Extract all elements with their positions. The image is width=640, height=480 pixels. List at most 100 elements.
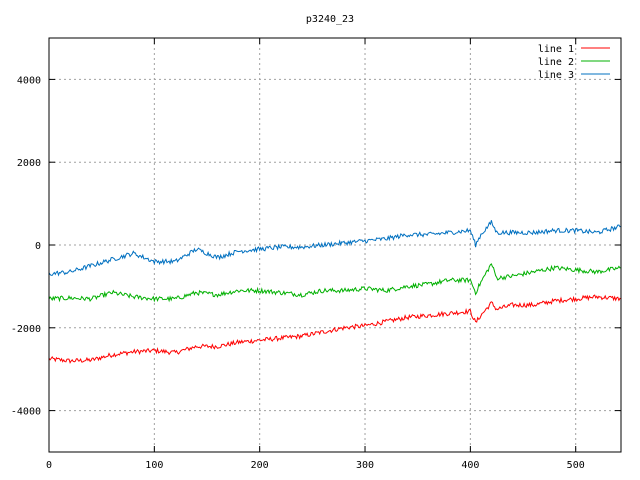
series-1-point [91,359,92,360]
series-2-point [364,288,365,289]
series-3-point [112,259,113,260]
series-2-point [428,284,429,285]
x-tick-label: 500 [567,460,585,471]
series-3-point [428,234,429,235]
series-3-point [449,232,450,233]
series-2-point [407,286,408,287]
series-3-point [364,240,365,241]
series-3-point [154,261,155,262]
series-2-point [475,292,476,293]
series-1-point [238,342,239,343]
series-2-point [596,271,597,272]
series-3-point [301,246,302,247]
series-2-point [385,290,386,291]
series-3-point [133,253,134,254]
series-1-point [449,313,450,314]
series-3-point [343,242,344,243]
series-1-point [496,309,497,310]
series-3-point [475,244,476,245]
series-3-point [512,232,513,233]
series-1-point [175,352,176,353]
series-2-point [491,263,492,264]
series-2-point [238,290,239,291]
series-1-point [301,335,302,336]
series-1-point [259,340,260,341]
series-3-point [480,234,481,235]
series-3-point [575,230,576,231]
series-1-point [512,304,513,305]
series-2-point [343,290,344,291]
series-1-point [196,346,197,347]
y-tick-label: 0 [35,241,41,252]
series-2-point [575,269,576,270]
series-3-point [91,265,92,266]
series-2-point [112,292,113,293]
series-1-point [154,350,155,351]
series-2-point [69,297,70,298]
series-1-point [343,327,344,328]
y-tick-label: 4000 [17,75,41,86]
series-1-point [217,346,218,347]
series-1-point [407,317,408,318]
series-2-point [470,280,471,281]
x-tick-label: 0 [46,460,52,471]
y-tick-label: -2000 [11,324,41,335]
series-line-2 [48,263,622,303]
series-2-point [449,280,450,281]
series-3-point [385,238,386,239]
series-1-point [470,311,471,312]
series-1-point [480,315,481,316]
series-2-point [533,271,534,272]
series-1-point [596,296,597,297]
legend: line 1 line 2 line 3 [538,44,610,81]
series-1-point [280,338,281,339]
series-2-point [133,296,134,297]
legend-label: line 1 [538,44,574,55]
series-line-1 [48,294,622,364]
series-3-point [69,271,70,272]
series-3-point [596,232,597,233]
series-3-point [533,232,534,233]
series-2-point [280,292,281,293]
series-3-point [217,257,218,258]
series-2-point [496,278,497,279]
series-2-point [480,282,481,283]
series-3-point [554,230,555,231]
y-tick-label: 2000 [17,158,41,169]
series-1-point [533,304,534,305]
series-2-point [301,294,302,295]
series-3-point [196,249,197,250]
grid [49,38,621,452]
series-1-point [475,322,476,323]
series-1-point [428,315,429,316]
chart-title: p3240_23 [306,14,354,25]
series-2-point [217,294,218,295]
series-3-point [496,232,497,233]
series-2-point [154,298,155,299]
series-3-point [470,230,471,231]
y-tick-label: -4000 [11,407,41,418]
series-1-point [133,351,134,352]
series-3-point [491,222,492,223]
x-tick-label: 100 [145,460,163,471]
series-2-point [91,298,92,299]
series-1-point [554,300,555,301]
series-2-point [554,267,555,268]
series-1-point [322,331,323,332]
series-3-point [175,261,176,262]
series-2-point [259,290,260,291]
x-tick-label: 300 [356,460,374,471]
series-1-point [364,325,365,326]
series-2-point [322,290,323,291]
series-group [48,220,622,364]
x-tick-label: 400 [461,460,479,471]
series-3-point [259,249,260,250]
axis-ticks: 0 100 200 300 400 500 -4000 -2000 0 2000 4000 [11,38,621,471]
series-line-3 [48,220,622,277]
series-1-point [112,354,113,355]
x-tick-label: 200 [251,460,269,471]
legend-label: line 2 [538,57,574,68]
series-2-point [175,298,176,299]
series-2-point [512,275,513,276]
